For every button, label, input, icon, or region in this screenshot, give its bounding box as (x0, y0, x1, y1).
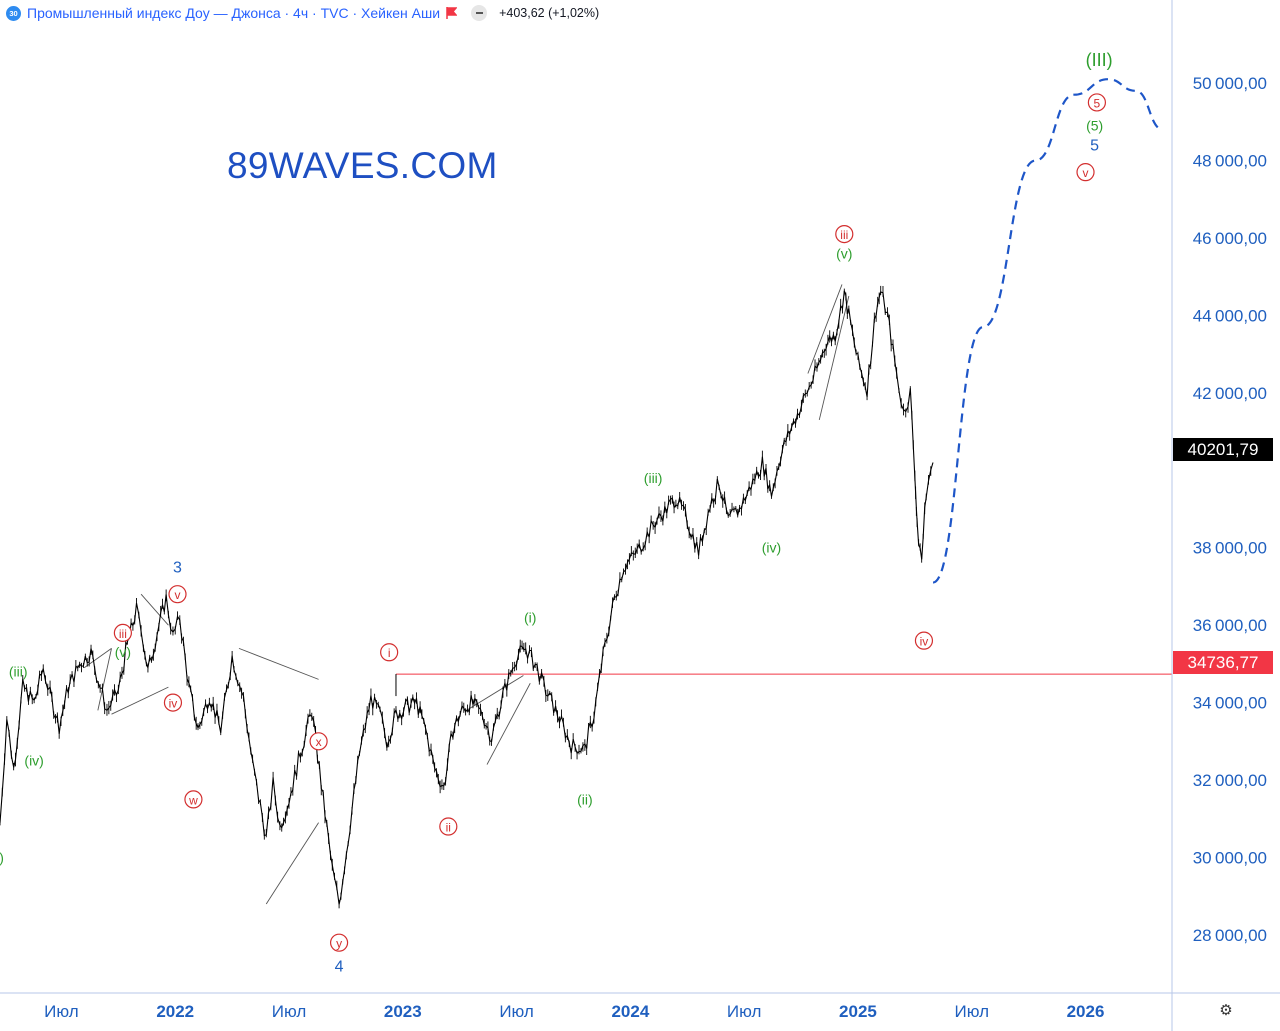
price-change: +403,62 (+1,02%) (499, 6, 600, 20)
projection-layer (932, 78, 1164, 584)
x-tick-label: Июл (272, 1002, 307, 1021)
price-layer (0, 285, 934, 909)
wave-label-layer: iii(v)(iii)(iv)i)3vivwxy4iii(i)(ii)(iii)… (0, 50, 1113, 975)
x-tick-label: 2026 (1067, 1002, 1105, 1021)
wave-label: v (1083, 166, 1089, 180)
wave-label-circle (1087, 93, 1107, 112)
wave-label-circle (914, 631, 934, 650)
wave-label: (iii) (9, 664, 28, 680)
y-tick-label: 50 000,00 (1193, 74, 1267, 93)
y-tick-label: 44 000,00 (1193, 306, 1267, 325)
trendline (97, 648, 112, 711)
wave-label-circle (184, 790, 203, 809)
wave-label-circle (168, 585, 187, 604)
trendline-layer (83, 284, 850, 905)
wave-label: (III) (1086, 50, 1113, 70)
symbol-badge-icon[interactable]: 30 (6, 5, 21, 21)
trendline (807, 284, 843, 374)
x-tick-label: Июл (499, 1002, 534, 1021)
wave-label: y (336, 937, 342, 951)
wave-label: i) (0, 849, 4, 865)
trendline (265, 822, 319, 905)
y-tick-label: 30 000,00 (1193, 848, 1267, 867)
x-tick-label: Июл (44, 1002, 79, 1021)
trendline (466, 675, 524, 711)
trendline (111, 686, 169, 715)
trendline (486, 683, 531, 765)
wave-label: (v) (115, 644, 131, 660)
x-tick-label: Июл (954, 1002, 989, 1021)
wave-label-circle (835, 224, 854, 244)
chart-header: 30 Промышленный индекс Доу — Джонса · 4ч… (6, 3, 599, 23)
y-tick-label: 32 000,00 (1193, 771, 1267, 790)
y-tick-label: 28 000,00 (1193, 926, 1267, 945)
y-tick-label: 34 000,00 (1193, 694, 1267, 713)
wave-label-circle (380, 643, 399, 662)
y-tick-label: 46 000,00 (1193, 229, 1267, 248)
wave-label: w (188, 793, 198, 807)
trendline (818, 295, 850, 421)
symbol-title[interactable]: Промышленный индекс Доу — Джонса · 4ч · … (27, 5, 441, 21)
y-tick-label: 38 000,00 (1193, 539, 1267, 558)
level-price-tag: 34736,77 (1173, 651, 1273, 674)
level-layer (395, 673, 1172, 697)
wave-label: 5 (1094, 96, 1101, 110)
x-tick-label: 2025 (839, 1002, 877, 1021)
wave-label: x (316, 735, 322, 749)
wave-label-circle (309, 732, 328, 751)
wave-label: (ii) (577, 791, 593, 807)
trendline (238, 647, 319, 680)
wave-label: iii (840, 228, 848, 242)
wave-label-circle (163, 693, 183, 712)
minus-circle-icon[interactable] (471, 5, 488, 21)
wave-label: (iii) (644, 470, 663, 486)
flag-icon[interactable] (446, 7, 458, 19)
y-tick-label: 42 000,00 (1193, 384, 1267, 403)
wave-label: (5) (1086, 118, 1103, 134)
wave-label: iv (169, 697, 178, 711)
x-tick-label: Июл (727, 1002, 762, 1021)
trendline (140, 593, 169, 626)
price-line (0, 290, 934, 905)
x-tick-label: 2024 (611, 1002, 649, 1021)
wave-label: (v) (836, 245, 852, 261)
wave-label-circle (439, 817, 458, 836)
settings-icon[interactable]: ⚙ (1219, 1002, 1233, 1019)
wave-label: v (175, 588, 181, 602)
y-tick-label: 36 000,00 (1193, 616, 1267, 635)
y-tick-label: 48 000,00 (1193, 152, 1267, 171)
wave-label: 5 (1090, 138, 1099, 155)
wave-label: iv (920, 635, 929, 649)
trendline (83, 648, 112, 669)
x-tick-label: 2023 (384, 1002, 422, 1021)
wave-label: ii (446, 820, 451, 834)
wave-label: 3 (173, 560, 182, 577)
wave-label: (iv) (24, 753, 43, 769)
wave-label: i (388, 646, 391, 660)
wave-label-circle (1076, 163, 1095, 182)
x-tick-label: 2022 (156, 1002, 194, 1021)
wave-label: (i) (524, 609, 536, 625)
current-price-tag: 40201,79 (1173, 438, 1273, 461)
wave-label-circle (113, 623, 132, 643)
wave-label: 4 (335, 958, 344, 975)
wave-label-circle (329, 933, 349, 952)
watermark: 89WAVES.COM (227, 145, 498, 186)
wave-label: iii (119, 627, 127, 641)
wave-label: (iv) (762, 540, 781, 556)
projection-path (932, 78, 1164, 584)
